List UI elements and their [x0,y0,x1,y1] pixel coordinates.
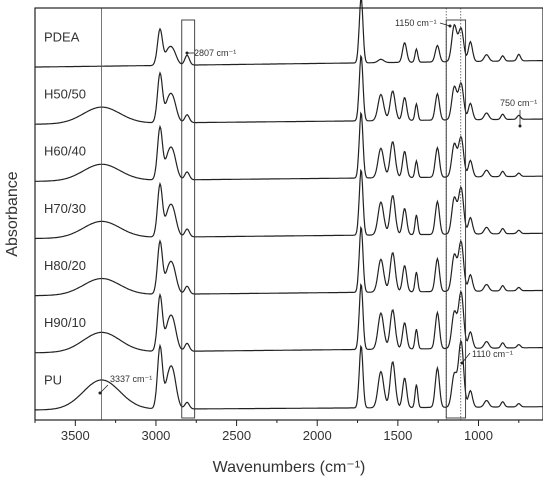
x-axis-title: Wavenumbers (cm⁻¹) [213,459,366,476]
x-tick-label: 2000 [303,428,332,443]
series-line-0 [35,0,543,68]
annotation-arrowhead [460,361,464,365]
annotation-arrowhead [185,51,189,55]
annotation-label: 1150 cm⁻¹ [395,18,437,28]
series-label: H50/50 [44,87,86,102]
series-line-3 [35,168,543,240]
series-label: PU [44,372,62,387]
annotation-label: 750 cm⁻¹ [500,98,537,108]
series-line-4 [35,225,543,297]
annotation-arrowhead [98,391,102,395]
annotation-label: 1110 cm⁻¹ [472,349,513,359]
annotation-arrow [461,352,471,364]
annotation-label: 2807 cm⁻¹ [194,48,236,58]
x-tick-label: 3000 [141,428,170,443]
highlight-box [181,19,196,419]
annotation-arrowhead [448,24,452,28]
annotation-arrow [439,22,451,27]
series-line-5 [35,283,543,354]
y-axis-title: Absorbance [4,171,21,256]
annotation-label: 3337 cm⁻¹ [110,374,152,384]
guides-layer [101,8,467,420]
x-tick-label: 3500 [61,428,90,443]
series-layer: PDEA H50/50 H60/40 H70/30 H80/20 H90/10 PU [35,0,543,411]
series-line-6 [35,339,543,411]
x-tick-label: 1500 [383,428,412,443]
series-label: PDEA [44,29,80,44]
series-line-1 [35,54,543,125]
annotation-arrow [99,384,109,394]
annotation-arrowhead [518,124,522,128]
annotation-layer: 2807 cm⁻¹ 1150 cm⁻¹ 750 cm⁻¹ 3337 cm⁻¹ 1110 … [98,18,537,395]
ticks-layer: 3500 3000 2500 2000 1500 1000 [34,420,520,443]
series-label: H60/40 [44,144,86,159]
series-label: H90/10 [44,315,86,330]
plot-frame [34,7,543,421]
x-tick-label: 1000 [464,428,493,443]
series-label: H80/20 [44,258,86,273]
series-line-2 [35,111,543,182]
highlight-box [445,19,467,419]
x-tick-label: 2500 [222,428,251,443]
series-label: H70/30 [44,201,86,216]
